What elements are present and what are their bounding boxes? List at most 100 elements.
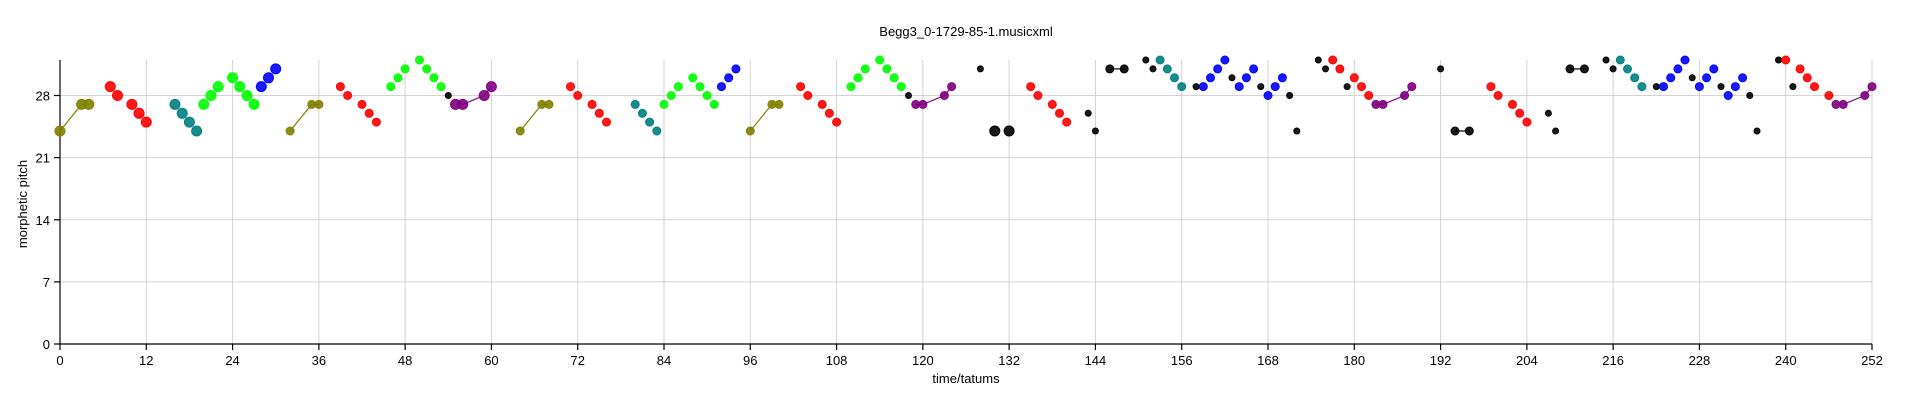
data-point: [1378, 99, 1388, 109]
data-point: [1155, 55, 1165, 65]
data-point: [989, 125, 1001, 137]
data-point: [1343, 83, 1351, 91]
data-point: [702, 91, 712, 100]
data-point: [1277, 73, 1287, 83]
data-point: [731, 64, 741, 74]
data-point: [198, 98, 210, 110]
series-purple: [911, 82, 957, 109]
data-point: [573, 91, 583, 100]
data-point: [645, 117, 655, 127]
data-point: [183, 116, 195, 128]
series-olive: [54, 98, 95, 137]
data-point: [1407, 82, 1417, 92]
data-point: [976, 65, 984, 73]
data-point: [1314, 56, 1322, 64]
data-point: [1335, 64, 1345, 74]
x-tick-label: 252: [1861, 353, 1883, 368]
x-tick-label: 156: [1171, 353, 1193, 368]
data-point: [1781, 55, 1791, 65]
series-black: [1142, 56, 1157, 73]
x-tick-label: 180: [1343, 353, 1365, 368]
data-point: [241, 90, 253, 101]
x-tick-label: 216: [1602, 353, 1624, 368]
data-point: [1694, 82, 1704, 92]
series-red: [1781, 55, 1834, 100]
data-point: [1688, 74, 1696, 82]
series-purple: [1371, 82, 1417, 109]
data-point: [1192, 83, 1200, 91]
x-tick-label: 120: [912, 353, 934, 368]
data-point: [774, 99, 784, 109]
data-point: [1522, 117, 1532, 127]
data-point: [1709, 64, 1719, 74]
series-blue: [1198, 55, 1230, 92]
data-point: [1437, 65, 1445, 73]
data-point: [478, 90, 490, 101]
data-point: [1602, 56, 1610, 64]
data-point: [364, 108, 374, 118]
y-tick-label: 28: [36, 89, 50, 104]
data-point: [234, 81, 246, 93]
data-point: [422, 64, 432, 74]
data-point: [1746, 92, 1754, 99]
data-point: [263, 72, 274, 84]
series-olive: [285, 99, 324, 136]
series-purple: [450, 81, 497, 110]
series-black: [1192, 83, 1200, 91]
data-point: [191, 125, 203, 137]
x-tick-label: 12: [139, 353, 153, 368]
data-point: [1170, 73, 1179, 83]
series-blue: [1723, 73, 1748, 100]
data-point: [817, 99, 827, 109]
data-point: [1860, 91, 1870, 100]
data-point: [1623, 64, 1632, 74]
data-point: [1659, 82, 1668, 92]
data-point: [1084, 109, 1092, 117]
data-point: [1630, 73, 1640, 83]
series-connector: [289, 103, 319, 132]
x-axis-title: time/tatums: [932, 371, 1000, 386]
data-point: [1119, 64, 1129, 74]
series-teal: [169, 98, 203, 137]
data-point: [652, 126, 662, 136]
data-point: [393, 73, 403, 83]
data-point: [1263, 91, 1273, 100]
data-point: [371, 117, 381, 127]
series-olive: [515, 99, 554, 136]
series-blue: [717, 64, 741, 92]
series-black: [976, 65, 984, 73]
data-point: [587, 99, 597, 109]
data-point: [659, 99, 669, 109]
data-point: [1544, 109, 1552, 117]
data-point: [1795, 64, 1805, 74]
data-point: [386, 82, 396, 92]
series-black: [1343, 83, 1351, 91]
data-point: [1565, 64, 1575, 74]
data-point: [227, 72, 239, 84]
data-point: [133, 107, 145, 119]
data-point: [1220, 55, 1230, 65]
data-point: [1824, 91, 1834, 100]
data-point: [54, 125, 66, 137]
series-black: [1314, 56, 1329, 73]
data-point: [1206, 73, 1215, 83]
data-point: [1810, 82, 1819, 92]
series-teal: [1615, 55, 1647, 92]
data-point: [1508, 99, 1517, 109]
data-point: [882, 64, 892, 74]
data-point: [1450, 126, 1460, 136]
series-black: [1257, 83, 1265, 91]
data-point: [803, 91, 813, 100]
data-point: [1105, 64, 1115, 74]
x-tick-label: 36: [312, 353, 326, 368]
data-point: [1730, 82, 1740, 92]
x-tick-label: 240: [1775, 353, 1797, 368]
y-axis-title: morphetic pitch: [15, 160, 30, 248]
series-green: [386, 55, 446, 92]
data-point: [1775, 56, 1782, 64]
data-point: [1738, 73, 1748, 83]
series-black: [1084, 109, 1099, 135]
series-teal: [1155, 55, 1187, 92]
data-point: [1717, 83, 1725, 91]
